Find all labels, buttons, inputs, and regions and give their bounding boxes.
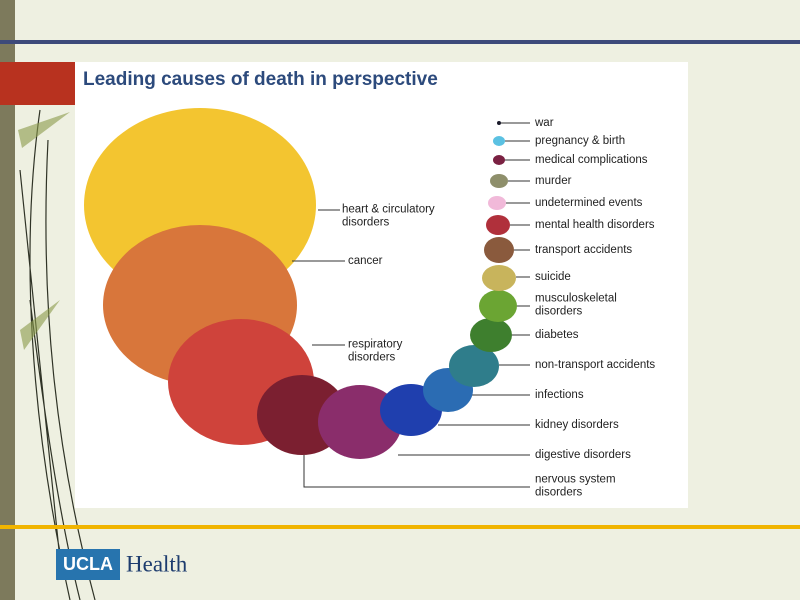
node-label: mental health disorders [535,219,655,231]
bubble [484,237,514,263]
bubble [449,345,499,387]
bubble [497,121,501,125]
slide-title: Leading causes of death in perspective [83,69,438,90]
bubble [488,196,506,210]
node-label: respiratory [348,339,403,351]
logo-name: Health [126,551,188,576]
node-label: cancer [348,255,383,267]
connector [303,455,530,488]
node-label: medical complications [535,154,648,166]
node-label: disorders [535,487,583,499]
node-label: digestive disorders [535,449,631,461]
node-label: musculoskeletal [535,293,617,305]
title-accent [0,62,75,105]
bubble [490,174,508,188]
node-label: non-transport accidents [535,359,655,371]
logo-mark: UCLA [63,554,113,574]
bubble-diagram: heart & circulatorydisorderscancerrespir… [84,108,655,499]
bubble [470,318,512,352]
node-label: pregnancy & birth [535,135,625,147]
node-label: disorders [342,217,390,229]
node-label: heart & circulatory [342,204,435,216]
top-rule [0,40,800,44]
node-label: diabetes [535,329,579,341]
node-label: murder [535,175,572,187]
node-label: disorders [535,306,583,318]
bubble [482,265,516,291]
bubble [479,290,517,322]
node-label: transport accidents [535,244,632,256]
bubble [493,155,505,165]
node-label: nervous system [535,474,616,486]
logo-box [56,549,120,580]
side-band [0,0,15,600]
node-label: disorders [348,352,396,364]
decor-leaves [18,112,70,350]
bottom-rule [0,525,800,529]
node-label: infections [535,389,584,401]
node-label: war [534,117,554,129]
node-label: undetermined events [535,197,643,209]
decor-lines [19,109,96,600]
node-label: kidney disorders [535,419,619,431]
bubble [493,136,505,146]
bubble [486,215,510,235]
node-label: suicide [535,271,571,283]
